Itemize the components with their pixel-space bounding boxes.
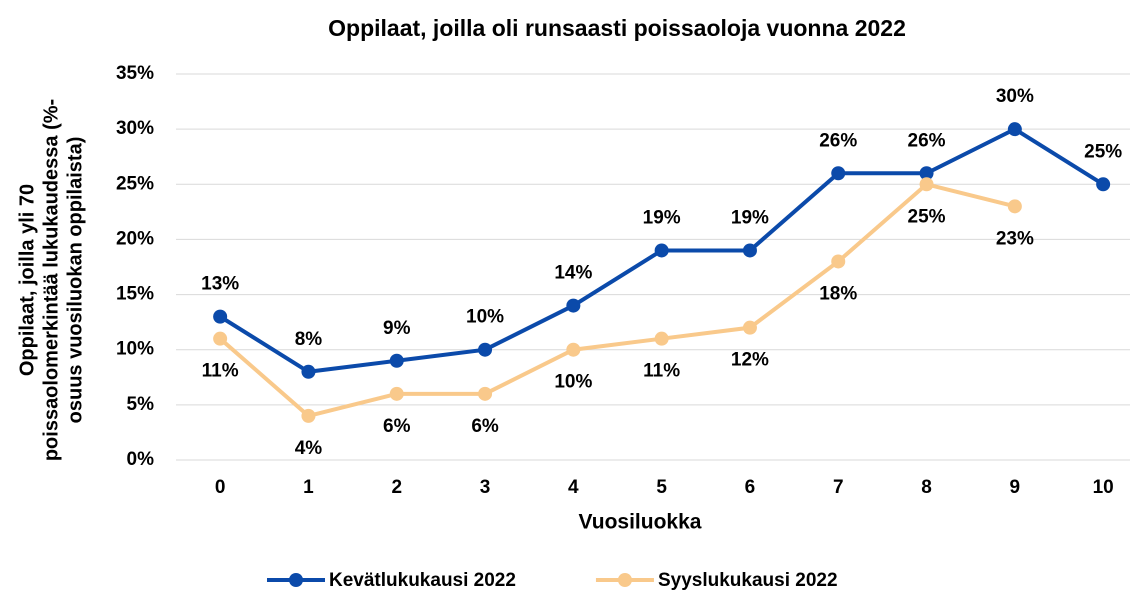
chart-title: Oppilaat, joilla oli runsaasti poissaolo… [328,15,906,41]
data-point [654,331,669,346]
data-label: 30% [996,86,1034,107]
data-label: 19% [731,207,769,228]
data-label: 26% [819,130,857,151]
data-label: 18% [819,284,857,305]
y-axis-label-line: Oppilaat, joilla yli 70 [16,184,38,376]
data-point [301,364,316,379]
y-tick-label: 20% [116,228,154,249]
y-axis-label-line: poissaolomerkintää lukukaudessa (%- [40,99,62,461]
x-tick-label: 5 [656,477,667,498]
data-point [831,166,846,181]
series-line [218,182,1016,419]
data-point [919,166,934,181]
y-tick-label: 25% [116,173,154,194]
legend-marker [289,573,303,587]
data-point [389,386,404,401]
data-point [566,342,581,357]
legend-marker [617,573,632,587]
data-label: 12% [731,350,769,371]
data-label: 6% [471,416,499,437]
data-point [566,298,581,313]
data-label: 10% [554,372,592,393]
data-point [654,243,669,258]
x-tick-label: 0 [215,477,226,498]
x-axis-label: Vuosiluokka [579,511,702,534]
y-tick-label: 30% [116,118,154,139]
data-point [213,309,228,324]
legend-label: Kevätlukukausi 2022 [329,570,516,591]
legend-label: Syyslukukausi 2022 [658,570,838,591]
y-tick-label: 15% [116,284,154,305]
data-point [478,386,493,401]
data-label: 23% [996,228,1034,249]
data-label: 19% [643,207,681,228]
y-tick-label: 5% [127,394,155,415]
x-tick-label: 3 [480,477,491,498]
data-point [831,254,846,269]
data-label: 25% [908,206,946,227]
x-tick-label: 10 [1093,477,1114,498]
x-tick-label: 6 [745,477,756,498]
data-point [301,408,316,423]
x-tick-label: 9 [1010,477,1021,498]
data-point [742,243,757,258]
data-label: 14% [554,263,592,284]
data-point [919,177,934,192]
data-point [1007,199,1022,214]
data-label: 8% [295,329,323,350]
data-point [478,342,493,357]
y-tick-label: 10% [116,339,154,360]
data-label: 13% [201,274,239,295]
y-tick-label: 0% [127,449,155,470]
x-tick-label: 8 [921,477,932,498]
data-label: 9% [383,318,411,339]
data-label: 6% [383,416,411,437]
data-point [1096,177,1111,192]
x-tick-label: 1 [303,477,314,498]
x-tick-label: 7 [833,477,844,498]
data-label: 11% [643,361,680,382]
y-tick-label: 35% [116,63,154,84]
y-axis-label-line: osuus vuosiluokan oppilaista) [64,137,86,424]
y-axis-label: Oppilaat, joilla yli 70 poissaolomerkint… [16,99,86,461]
data-label: 25% [1084,141,1122,162]
data-label: 26% [908,130,946,151]
data-point [742,320,757,335]
data-point [389,353,404,368]
data-label: 10% [466,307,504,328]
x-tick-label: 2 [391,477,402,498]
x-tick-label: 4 [568,477,579,498]
data-label: 4% [295,438,323,459]
data-label: 11% [202,361,239,382]
data-point [213,331,228,346]
data-point [1007,122,1022,137]
